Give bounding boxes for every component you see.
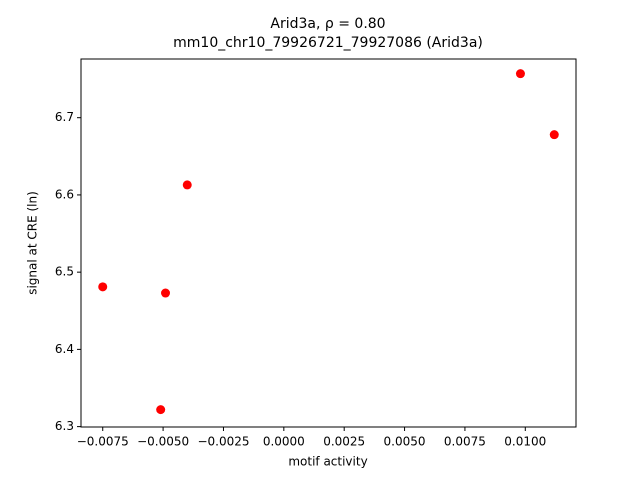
chart-title: Arid3a, ρ = 0.80 [270,16,385,32]
x-tick-label: −0.0075 [77,435,129,449]
point [549,130,559,140]
x-tick-label: 0.0000 [263,435,305,449]
point [156,405,166,415]
x-tick-label: −0.0050 [137,435,189,449]
x-tick-label: −0.0025 [197,435,249,449]
plot-frame [80,58,577,428]
point [161,288,171,298]
y-tick-label: 6.4 [55,342,74,356]
point [182,180,192,190]
chart-subtitle: mm10_chr10_79926721_79927086 (Arid3a) [173,35,483,51]
x-tick-label: 0.0025 [323,435,365,449]
x-tick-label: 0.0075 [444,435,486,449]
y-axis-label: signal at CRE (ln) [26,191,40,295]
x-tick-label: 0.0050 [384,435,426,449]
y-tick-label: 6.3 [55,419,74,433]
x-tick-label: 0.0100 [504,435,546,449]
y-tick-label: 6.7 [55,110,74,124]
point [98,282,108,292]
point [515,69,525,79]
y-tick-label: 6.5 [55,265,74,279]
x-axis-label: motif activity [288,455,367,469]
y-tick-label: 6.6 [55,187,74,201]
